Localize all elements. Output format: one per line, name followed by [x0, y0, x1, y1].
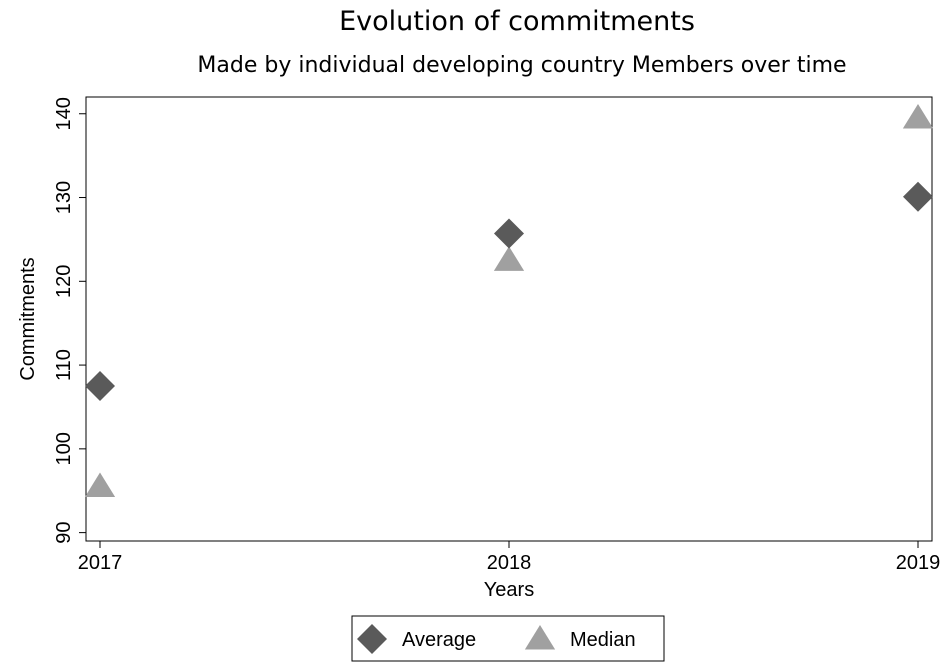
legend-median-label: Median — [570, 629, 636, 651]
x-axis: 2017 2018 2019 — [78, 541, 941, 574]
average-point-2019 — [903, 181, 933, 212]
median-point-2019 — [902, 103, 934, 129]
y-tick-label: 90 — [53, 521, 75, 543]
legend: Average Median — [351, 615, 665, 662]
chart-subtitle: Made by individual developing country Me… — [197, 53, 846, 78]
average-point-2018 — [494, 218, 524, 249]
legend-average-label: Average — [402, 629, 476, 651]
average-point-2017 — [85, 371, 115, 402]
chart-title: Evolution of commitments — [339, 6, 695, 37]
x-axis-label: Years — [484, 579, 534, 601]
legend-box — [351, 615, 665, 662]
median-point-2017 — [84, 472, 116, 498]
y-tick-label: 130 — [53, 181, 75, 214]
plot-frame — [85, 96, 933, 542]
data-markers — [84, 103, 934, 498]
legend-average-marker — [357, 624, 387, 654]
y-tick-label: 100 — [53, 432, 75, 465]
y-tick-label: 140 — [53, 97, 75, 130]
y-tick-label: 120 — [53, 265, 75, 298]
median-point-2018 — [493, 246, 525, 271]
legend-median-marker — [524, 625, 556, 650]
y-axis-label: Commitments — [17, 257, 39, 380]
y-axis: 90 100 110 120 130 140 — [53, 97, 86, 544]
x-tick-label: 2017 — [78, 552, 123, 574]
x-tick-label: 2019 — [896, 552, 941, 574]
y-tick-label: 110 — [53, 349, 75, 381]
x-tick-label: 2018 — [487, 552, 532, 574]
